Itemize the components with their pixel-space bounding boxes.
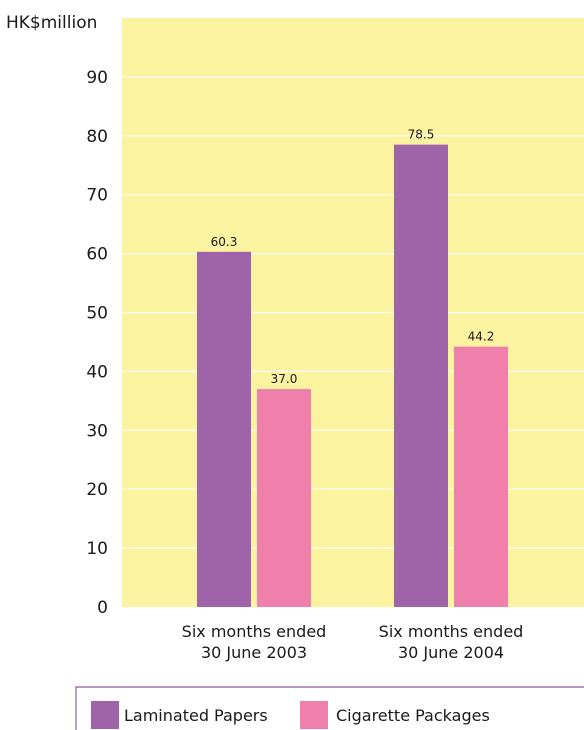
y-axis-ticks: 0 10 20 30 40 50 60 70 80 90	[86, 68, 108, 618]
data-label: 60.3	[211, 235, 238, 249]
y-axis-unit-label: HK$million	[6, 13, 97, 33]
legend-label: Laminated Papers	[124, 706, 268, 725]
y-tick-label: 50	[86, 304, 108, 324]
bar	[454, 346, 508, 607]
x-category-label: Six months ended	[379, 622, 524, 641]
x-category-label: 30 June 2003	[201, 643, 307, 662]
legend-swatch	[300, 701, 328, 729]
y-tick-label: 70	[86, 186, 108, 206]
y-tick-label: 60	[86, 245, 108, 265]
y-tick-label: 10	[86, 539, 108, 559]
legend: Laminated Papers Cigarette Packages	[75, 686, 584, 730]
y-tick-label: 20	[86, 480, 108, 500]
bar	[257, 389, 311, 607]
legend-border	[75, 686, 584, 730]
bars	[197, 144, 508, 607]
y-tick-label: 0	[97, 598, 108, 618]
y-tick-label: 80	[86, 127, 108, 147]
bar	[394, 144, 448, 607]
data-label: 78.5	[408, 128, 435, 142]
x-category-label: Six months ended	[182, 622, 327, 641]
y-tick-label: 90	[86, 68, 108, 88]
y-tick-label: 40	[86, 362, 108, 382]
legend-label: Cigarette Packages	[336, 706, 490, 725]
data-label: 44.2	[468, 330, 495, 344]
category-labels: Six months ended 30 June 2003 Six months e…	[182, 622, 524, 662]
bar	[197, 251, 251, 607]
x-category-label: 30 June 2004	[398, 643, 504, 662]
legend-swatch	[91, 701, 119, 729]
data-label: 37.0	[271, 372, 298, 386]
data-labels: 60.3 78.5 37.0 44.2	[211, 128, 495, 386]
y-tick-label: 30	[86, 421, 108, 441]
